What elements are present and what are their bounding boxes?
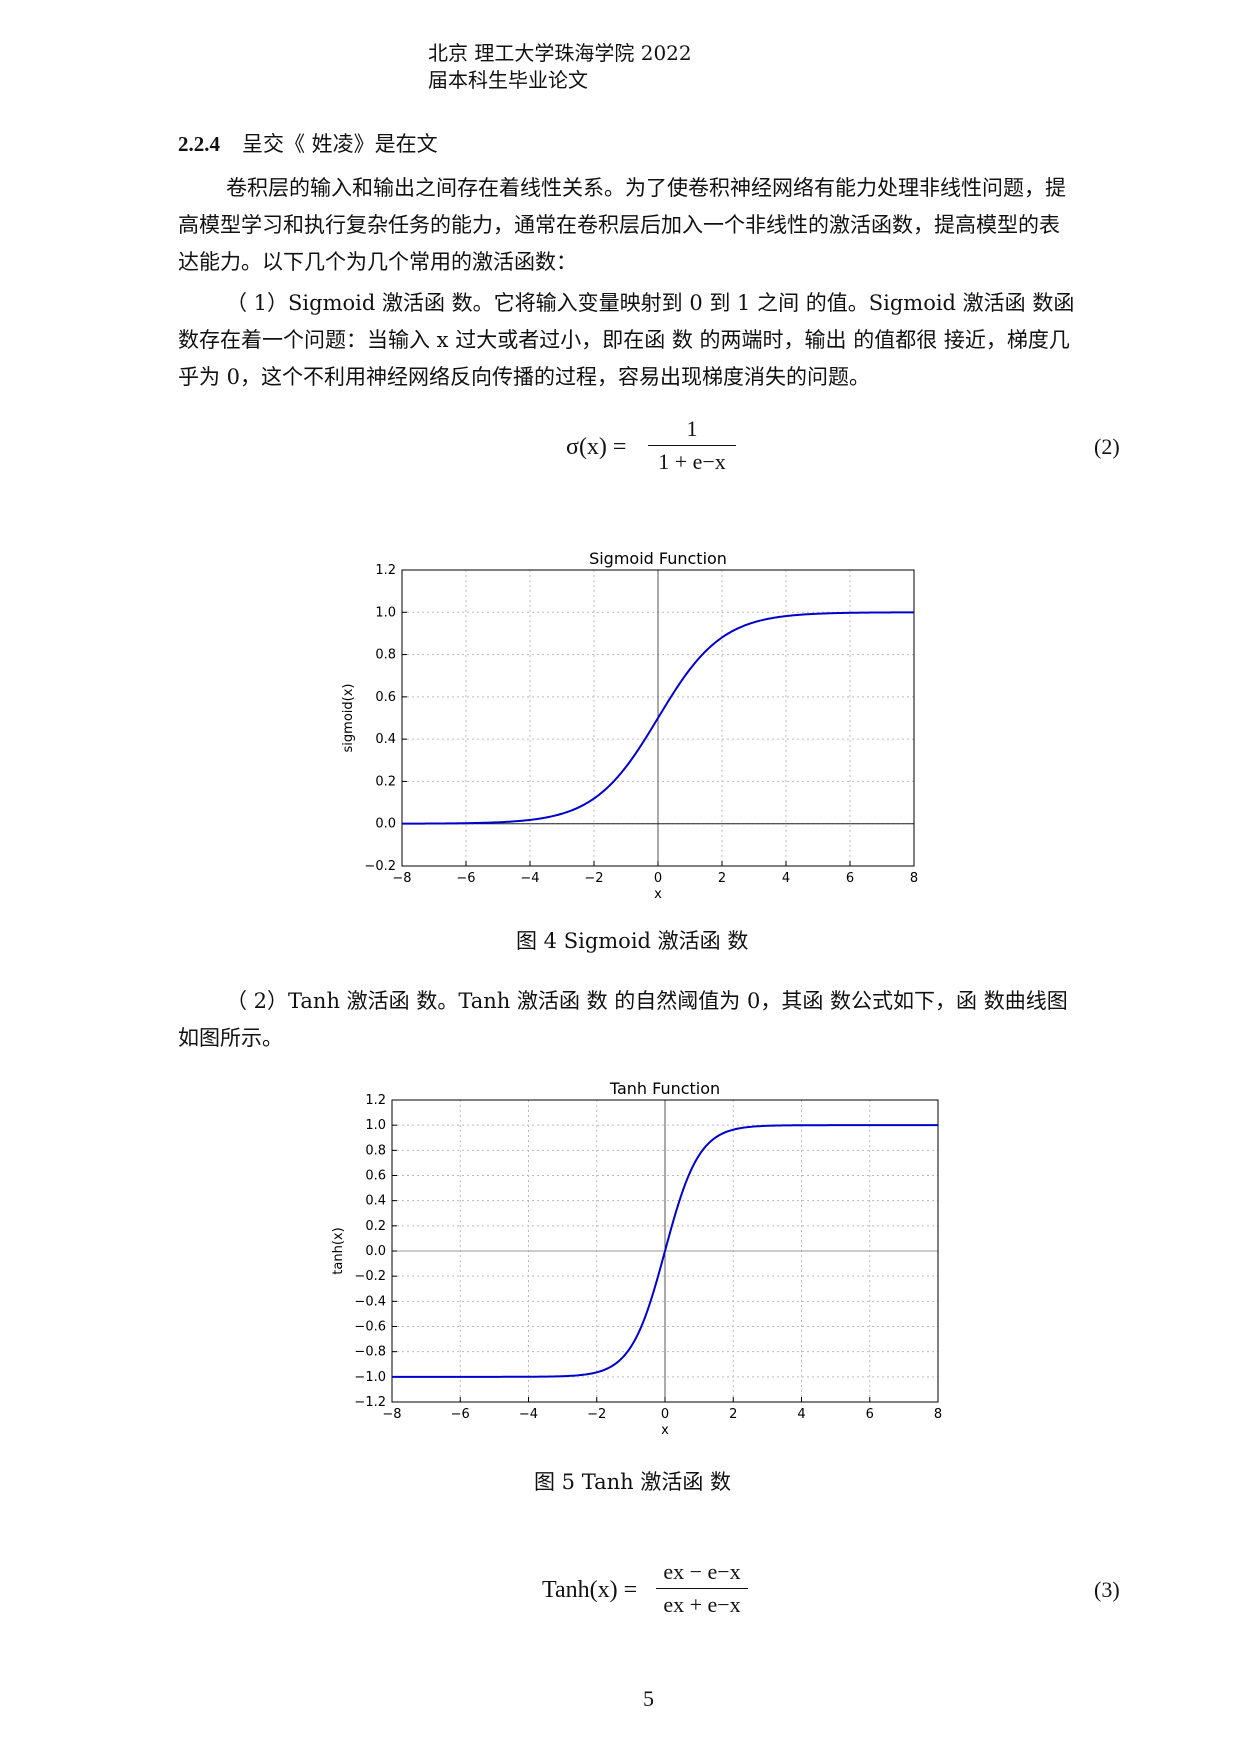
figure-5-caption: 图 5 Tanh 激活函 数 xyxy=(534,1470,732,1494)
y-tick-label: 0.6 xyxy=(365,1169,386,1184)
x-tick-label: 6 xyxy=(866,1407,874,1422)
y-tick-label: 0.4 xyxy=(375,732,396,747)
sigmoid-x-label: x xyxy=(654,887,662,900)
paragraph-1: 卷积层的输入和输出之间存在着线性关系。为了使卷积神经网络有能力处理非线性问题，提… xyxy=(178,176,1066,274)
x-tick-label: 4 xyxy=(797,1407,805,1422)
y-tick-label: −0.2 xyxy=(364,859,396,874)
x-tick-label: 8 xyxy=(910,871,918,886)
x-tick-label: −6 xyxy=(456,871,475,886)
y-tick-label: 0.8 xyxy=(375,648,396,663)
sigmoid-ticks: −8 −6 −4 −2 0 2 4 6 8 −0.2 0.0 0.2 0.4 0.6 0.8 1.0 1.2 xyxy=(364,563,918,886)
y-tick-label: 0.2 xyxy=(365,1219,386,1234)
y-tick-label: −0.6 xyxy=(354,1320,386,1335)
tanh-y-label: tanh(x) xyxy=(331,1227,346,1274)
x-tick-label: 4 xyxy=(782,871,790,886)
y-tick-label: −0.2 xyxy=(354,1269,386,1284)
tanh-chart: −8 −6 −4 −2 0 2 4 6 8 −1.2 −1.0 −0.8 −0.6 −0.4 −0.2 0.0… xyxy=(331,1079,942,1438)
equation-3-fraction: ex − e−x ex + e−x xyxy=(656,1559,748,1618)
sigmoid-chart-title: Sigmoid Function xyxy=(589,549,727,568)
y-tick-label: 1.0 xyxy=(375,605,396,620)
y-tick-label: 1.0 xyxy=(365,1118,386,1133)
y-tick-label: 0.4 xyxy=(365,1194,386,1209)
tanh-chart-title: Tanh Function xyxy=(609,1079,720,1098)
header-line-1: 北京 理工大学珠海学院 2022 xyxy=(428,41,692,65)
fraction-bar xyxy=(648,445,736,446)
x-tick-label: 2 xyxy=(729,1407,737,1422)
tanh-curve xyxy=(392,1124,938,1378)
x-tick-label: 0 xyxy=(654,871,662,886)
x-tick-label: −8 xyxy=(392,871,411,886)
sigmoid-chart: −8 −6 −4 −2 0 2 4 6 8 −0.2 0.0 0.2 0.4 0.6 0.8 1.0 1.2 S… xyxy=(341,549,918,900)
x-tick-label: 2 xyxy=(718,871,726,886)
sigmoid-y-label: sigmoid(x) xyxy=(341,684,356,753)
page-number: 5 xyxy=(643,1686,654,1711)
paragraph-3: （ 2）Tanh 激活函 数。Tanh 激活函 数 的自然阈值为 0，其函 数公… xyxy=(178,989,1068,1050)
equation-2-label: (2) xyxy=(1094,434,1120,459)
paragraph-2: （ 1）Sigmoid 激活函 数。它将输入变量映射到 0 到 1 之间 的值。… xyxy=(178,291,1075,389)
y-tick-label: 0.2 xyxy=(375,774,396,789)
y-tick-label: 0.0 xyxy=(365,1244,386,1259)
fraction-bar xyxy=(656,1588,748,1589)
equation-3-numerator: ex − e−x xyxy=(663,1559,741,1584)
figure-4-caption: 图 4 Sigmoid 激活函 数 xyxy=(516,929,749,953)
x-tick-label: −4 xyxy=(520,871,539,886)
x-tick-label: −4 xyxy=(519,1407,538,1422)
y-tick-label: 0.6 xyxy=(375,690,396,705)
equation-2-lhs: σ(x) = xyxy=(566,434,627,460)
y-tick-label: −1.0 xyxy=(354,1370,386,1385)
y-tick-label: −0.4 xyxy=(354,1294,386,1309)
y-tick-label: 1.2 xyxy=(375,563,396,578)
equation-3-denominator: ex + e−x xyxy=(663,1592,741,1617)
y-tick-label: 0.0 xyxy=(375,817,396,832)
tanh-ticks: −8 −6 −4 −2 0 2 4 6 8 −1.2 −1.0 −0.8 −0.6 −0.4 −0.2 0.0… xyxy=(354,1093,942,1422)
equation-3-lhs: Tanh(x) = xyxy=(542,1577,638,1603)
sigmoid-curve xyxy=(402,611,914,825)
x-tick-label: 0 xyxy=(661,1407,669,1422)
x-tick-label: 8 xyxy=(934,1407,942,1422)
x-tick-label: −2 xyxy=(587,1407,606,1422)
x-tick-label: −6 xyxy=(451,1407,470,1422)
x-tick-label: −2 xyxy=(584,871,603,886)
equation-2-denominator: 1 + e−x xyxy=(658,449,726,474)
equation-3-label: (3) xyxy=(1094,1577,1120,1602)
x-tick-label: −8 xyxy=(382,1407,401,1422)
x-tick-label: 6 xyxy=(846,871,854,886)
section-number: 2.2.4 xyxy=(178,132,220,156)
tanh-x-label: x xyxy=(661,1423,669,1438)
section-title: 呈交《 姓凌》是在文 xyxy=(242,132,438,156)
y-tick-label: 0.8 xyxy=(365,1143,386,1158)
equation-2-fraction: 1 1 + e−x xyxy=(648,416,736,475)
section-heading: 2.2.4 呈交《 姓凌》是在文 xyxy=(178,128,438,158)
equation-2-numerator: 1 xyxy=(686,416,698,441)
y-tick-label: 1.2 xyxy=(365,1093,386,1108)
page-header: 北京 理工大学珠海学院 2022 届本科生毕业论文 xyxy=(428,40,692,94)
y-tick-label: −0.8 xyxy=(354,1345,386,1360)
header-line-2: 届本科生毕业论文 xyxy=(428,68,588,92)
y-tick-label: −1.2 xyxy=(354,1395,386,1410)
